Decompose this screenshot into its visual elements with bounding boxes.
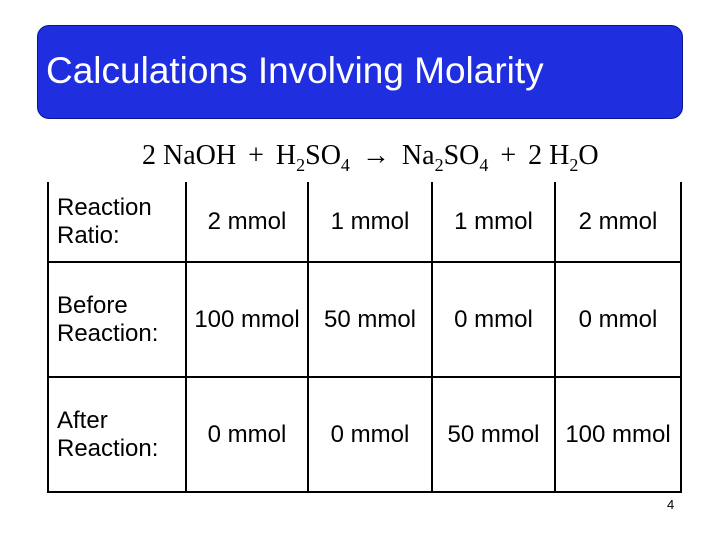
row-label: After Reaction: <box>47 377 187 493</box>
table-row: Reaction Ratio: 2 mmol 1 mmol 1 mmol 2 mmol <box>47 182 682 263</box>
subscript: 4 <box>479 155 488 175</box>
cell: 0 mmol <box>185 377 309 493</box>
equation-term: O <box>578 140 598 171</box>
table-row: After Reaction: 0 mmol 0 mmol 50 mmol 100 mm… <box>47 377 682 493</box>
equation: 2 NaOH + H2SO4 → Na2SO4 +2 H2O <box>142 140 599 175</box>
equation-term: H <box>276 140 296 171</box>
cell: 50 mmol <box>431 377 556 493</box>
row-label: Reaction Ratio: <box>47 182 187 263</box>
cell: 2 mmol <box>554 182 682 263</box>
cell: 2 mmol <box>185 182 309 263</box>
subscript: 4 <box>341 155 350 175</box>
cell: 0 mmol <box>307 377 433 493</box>
equation-term: + <box>500 140 516 171</box>
equation-term: + <box>248 140 264 171</box>
equation-term: 2 NaOH <box>142 140 236 171</box>
cell: 50 mmol <box>307 262 433 378</box>
cell: 1 mmol <box>307 182 433 263</box>
subscript: 2 <box>296 155 305 175</box>
table-row: Before Reaction: 100 mmol 50 mmol 0 mmol 0 m… <box>47 262 682 378</box>
subscript: 2 <box>435 155 444 175</box>
equation-term: Na <box>402 140 435 171</box>
equation-term: 2 H <box>528 140 569 171</box>
row-label: Before Reaction: <box>47 262 187 378</box>
equation-term: SO <box>305 140 341 171</box>
cell: 0 mmol <box>554 262 682 378</box>
equation-text: 2 NaOH + H2SO4 → Na2SO4 +2 H2O <box>142 140 599 175</box>
cell: 100 mmol <box>554 377 682 493</box>
equation-term: → <box>362 140 390 171</box>
title: Calculations Involving Molarity <box>37 25 683 119</box>
equation-term: SO <box>444 140 480 171</box>
cell: 100 mmol <box>185 262 309 378</box>
page-number: 4 <box>667 497 675 512</box>
table: Reaction Ratio: 2 mmol 1 mmol 1 mmol 2 mmol B… <box>47 182 682 493</box>
cell: 1 mmol <box>431 182 556 263</box>
subscript: 2 <box>569 155 578 175</box>
cell: 0 mmol <box>431 262 556 378</box>
